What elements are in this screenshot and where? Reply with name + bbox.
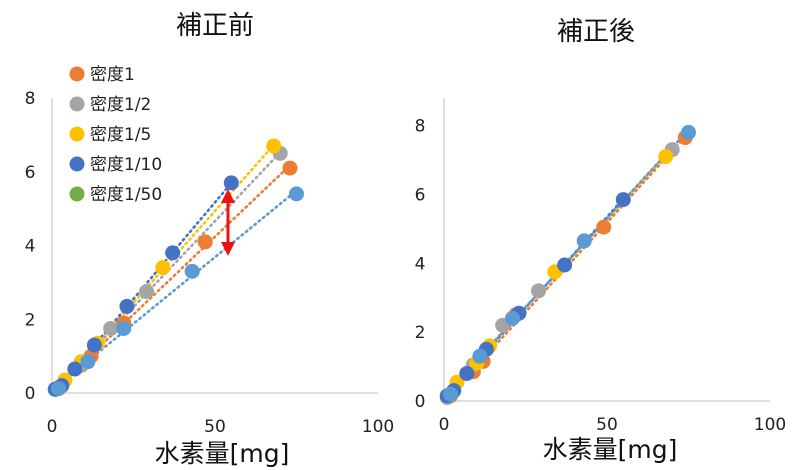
- y-tick-label: 0: [25, 384, 36, 404]
- legend: 密度1 密度1/2 密度1/5 密度1/10 密度1/50: [69, 65, 162, 205]
- data-point: [596, 219, 612, 235]
- x-tick-label: 50: [596, 415, 618, 435]
- trend-line: [449, 135, 687, 396]
- y-tick-label: 8: [25, 89, 36, 109]
- data-point: [223, 175, 239, 191]
- data-point: [165, 245, 181, 261]
- y-tick-label: 4: [25, 237, 36, 257]
- data-point: [103, 320, 119, 336]
- data-point: [197, 234, 213, 250]
- x-tick-label: 100: [362, 417, 394, 437]
- x-tick-label: 100: [754, 415, 786, 435]
- data-point: [86, 337, 102, 353]
- legend-label: 密度1/10: [90, 155, 162, 175]
- data-point: [615, 192, 631, 208]
- data-point: [658, 149, 674, 165]
- y-tick-label: 6: [25, 163, 36, 183]
- x-axis-label: 水素量[mg]: [155, 439, 290, 468]
- legend-label: 密度1/2: [90, 95, 151, 115]
- data-point: [576, 233, 592, 249]
- chart-title: 補正後: [557, 17, 635, 47]
- legend-marker: [69, 66, 85, 82]
- y-tick-label: 6: [415, 185, 426, 205]
- x-tick-label: 50: [204, 417, 226, 437]
- legend-marker: [69, 126, 85, 142]
- data-point: [116, 320, 132, 336]
- legend-label: 密度1/5: [90, 125, 151, 145]
- data-point: [184, 263, 200, 279]
- x-axis-label: 水素量[mg]: [543, 435, 678, 464]
- chart-after-correction: 補正後 0 2 4 6 8 0 50 100 水素量[mg]: [415, 17, 787, 464]
- difference-arrow: [221, 189, 235, 256]
- legend-label: 密度1/50: [90, 185, 162, 205]
- y-tick-label: 4: [415, 254, 426, 274]
- x-tick-label: 0: [439, 415, 450, 435]
- data-point: [289, 186, 304, 202]
- data-point: [282, 160, 298, 176]
- legend-marker: [69, 96, 85, 112]
- trend-line: [57, 163, 292, 388]
- legend-marker: [69, 156, 85, 172]
- y-tick-label: 2: [25, 310, 36, 330]
- data-point: [119, 298, 135, 314]
- x-tick-label: 0: [47, 417, 58, 437]
- data-point: [459, 365, 475, 381]
- data-point: [139, 284, 155, 300]
- data-point: [472, 348, 488, 364]
- data-point: [266, 138, 282, 154]
- data-point: [531, 283, 547, 299]
- data-point: [51, 381, 67, 397]
- data-point: [504, 310, 520, 326]
- data-point: [155, 260, 171, 276]
- arrow-head-top: [221, 189, 235, 203]
- y-tick-label: 2: [415, 323, 426, 343]
- data-point: [557, 257, 573, 273]
- y-tick-label: 8: [415, 117, 426, 137]
- trend-line: [57, 189, 298, 387]
- data-point: [681, 124, 696, 140]
- y-tick-label: 0: [415, 392, 426, 412]
- data-point: [443, 386, 459, 402]
- arrow-head-bottom: [221, 242, 235, 256]
- data-point: [67, 361, 83, 377]
- legend-label: 密度1: [90, 65, 135, 85]
- chart-title: 補正前: [176, 11, 254, 41]
- data-point: [80, 354, 96, 370]
- legend-marker: [69, 186, 85, 202]
